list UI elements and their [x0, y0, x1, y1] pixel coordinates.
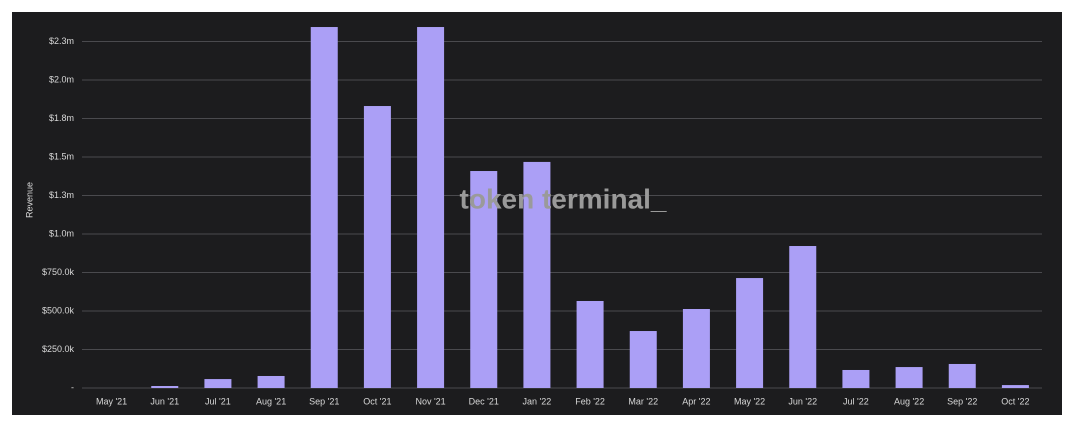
- bar: [895, 367, 923, 388]
- x-tick-label: Aug '21: [256, 396, 286, 406]
- x-tick-label: Jun '21: [150, 396, 179, 406]
- x-tick-label: May '22: [734, 396, 765, 406]
- bar: [1001, 385, 1029, 388]
- x-tick-label: Dec '21: [469, 396, 499, 406]
- x-tick-label: Jul '21: [205, 396, 231, 406]
- y-tick-label: $2.0m: [49, 74, 74, 84]
- x-tick-label: Sep '21: [309, 396, 339, 406]
- bar: [151, 385, 179, 388]
- y-tick-label: $750.0k: [42, 267, 75, 277]
- watermark: token terminal_: [460, 183, 667, 214]
- bar: [629, 331, 657, 388]
- y-tick-label: -: [71, 382, 74, 392]
- x-tick-label: Aug '22: [894, 396, 924, 406]
- y-tick-label: $2.3m: [49, 36, 74, 46]
- x-tick-label: Nov '21: [415, 396, 445, 406]
- bar: [682, 308, 710, 388]
- y-tick-label: $1.5m: [49, 151, 74, 161]
- x-tick-label: May '21: [96, 396, 127, 406]
- x-tick-label: Mar '22: [628, 396, 658, 406]
- bar: [417, 27, 445, 389]
- x-tick-label: Feb '22: [575, 396, 605, 406]
- x-tick-label: Oct '21: [363, 396, 391, 406]
- bar: [310, 27, 338, 389]
- bar: [523, 161, 551, 388]
- y-tick-label: $1.8m: [49, 113, 74, 123]
- bar: [470, 171, 498, 388]
- bar: [842, 369, 870, 388]
- x-tick-label: Jul '22: [843, 396, 869, 406]
- x-tick-label: Sep '22: [947, 396, 977, 406]
- x-tick-label: Apr '22: [682, 396, 710, 406]
- x-tick-label: Jan '22: [523, 396, 552, 406]
- y-tick-label: $1.3m: [49, 190, 74, 200]
- x-tick-label: Jun '22: [788, 396, 817, 406]
- y-tick-label: $250.0k: [42, 344, 75, 354]
- bar: [204, 379, 232, 388]
- x-tick-label: Oct '22: [1001, 396, 1029, 406]
- bar: [363, 106, 391, 388]
- bar: [257, 375, 285, 388]
- bar: [948, 363, 976, 388]
- y-tick-label: $1.0m: [49, 228, 74, 238]
- bar: [736, 278, 764, 388]
- bar: [789, 246, 817, 388]
- y-tick-label: $500.0k: [42, 305, 75, 315]
- y-axis-label: Revenue: [24, 182, 34, 218]
- bar: [576, 300, 604, 388]
